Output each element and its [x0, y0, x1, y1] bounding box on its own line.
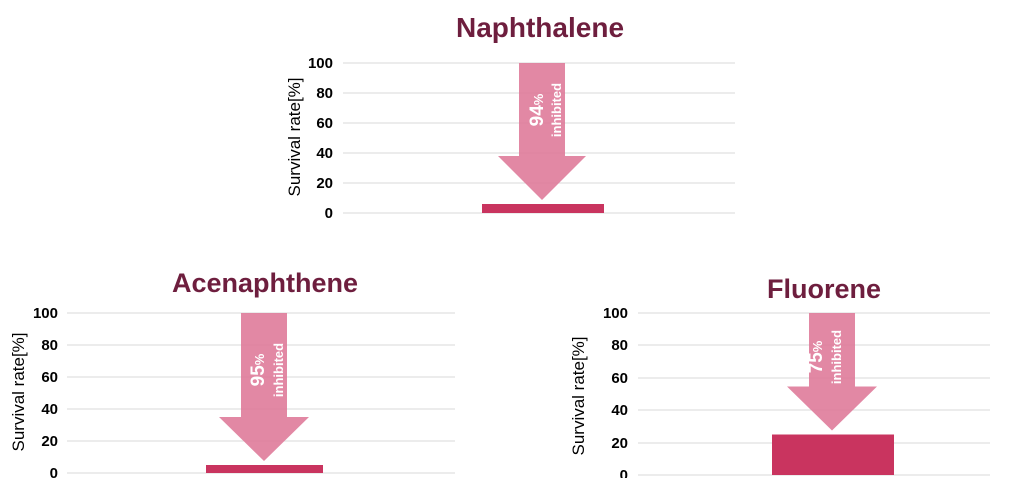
- inhibition-text: inhibited: [829, 330, 844, 384]
- inhibition-arrow: [787, 313, 877, 431]
- y-tick-label: 80: [41, 337, 58, 354]
- y-tick-label: 60: [611, 370, 628, 387]
- inhibition-value: 75: [806, 352, 827, 374]
- y-tick-label: 100: [603, 305, 628, 322]
- bar: [482, 204, 604, 213]
- y-tick-label: 40: [316, 145, 333, 162]
- chart-title: Naphthalene: [456, 12, 624, 43]
- y-tick-label: 40: [611, 402, 628, 419]
- inhibition-value: 94: [527, 105, 548, 127]
- inhibition-arrow: [219, 313, 309, 461]
- chart-acenaphthene: Acenaphthene Survival rate[%] 100 80 60 …: [9, 268, 455, 478]
- y-tick-label: 80: [611, 337, 628, 354]
- bar: [206, 465, 323, 473]
- y-tick-label: 20: [316, 175, 333, 192]
- inhibition-unit: %: [531, 93, 546, 105]
- chart-title: Acenaphthene: [172, 268, 358, 298]
- y-tick-label: 100: [308, 55, 333, 72]
- y-axis-label: Survival rate[%]: [9, 332, 28, 451]
- bar: [772, 434, 894, 475]
- chart-title: Fluorene: [767, 274, 881, 304]
- inhibition-text: inhibited: [271, 343, 286, 397]
- inhibition-unit: %: [252, 353, 267, 365]
- y-tick-label: 80: [316, 85, 333, 102]
- y-tick-label: 0: [325, 205, 333, 222]
- inhibition-value: 95: [248, 365, 269, 387]
- y-axis-label: Survival rate[%]: [285, 77, 304, 196]
- inhibition-unit: %: [810, 340, 825, 352]
- y-tick-label: 20: [41, 433, 58, 450]
- y-tick-label: 0: [620, 467, 628, 478]
- chart-naphthalene: Naphthalene Survival rate[%] 100 80 60 4…: [285, 12, 735, 222]
- inhibition-annotation: 94%: [527, 93, 548, 126]
- y-tick-label: 20: [611, 435, 628, 452]
- y-axis-label: Survival rate[%]: [569, 336, 588, 455]
- y-tick-label: 100: [33, 305, 58, 322]
- chart-fluorene: Fluorene Survival rate[%] 100 80 60 40 2…: [569, 274, 990, 478]
- inhibition-text: inhibited: [549, 83, 564, 137]
- y-tick-label: 60: [316, 115, 333, 132]
- y-tick-label: 0: [50, 465, 58, 478]
- y-tick-label: 60: [41, 369, 58, 386]
- inhibition-annotation: 75%: [806, 340, 827, 373]
- y-tick-label: 40: [41, 401, 58, 418]
- inhibition-arrow: [498, 63, 586, 200]
- inhibition-annotation: 95%: [248, 353, 269, 386]
